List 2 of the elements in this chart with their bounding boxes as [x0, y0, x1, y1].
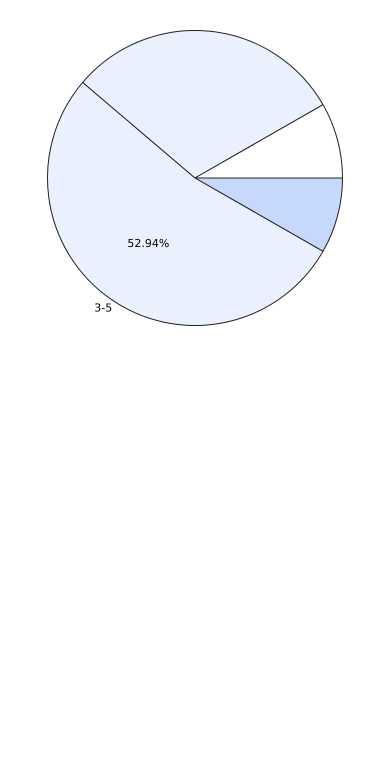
slice-label: 3-5	[94, 301, 112, 314]
data-label: 52.94%	[127, 237, 170, 250]
